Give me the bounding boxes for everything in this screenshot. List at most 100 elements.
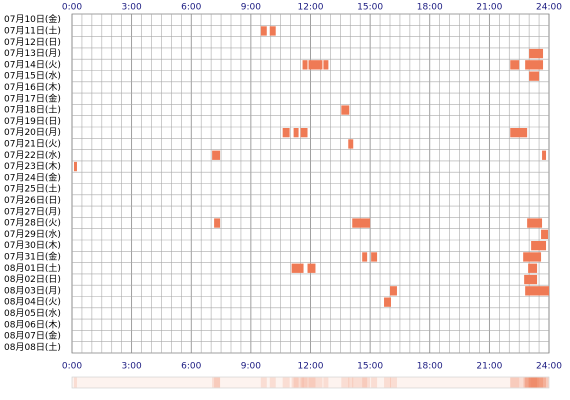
row-label: 07月13日(月) xyxy=(4,48,61,59)
activity-segment xyxy=(528,263,538,273)
row-label: 07月19日(日) xyxy=(4,116,61,127)
activity-segment xyxy=(525,60,544,70)
x-tick-label-top: 0:00 xyxy=(62,3,82,13)
row-label: 08月05日(水) xyxy=(4,307,61,319)
summary-segment xyxy=(308,377,323,388)
activity-segment xyxy=(214,218,221,228)
summary-segment xyxy=(214,377,221,388)
x-tick-label-bottom: 21:00 xyxy=(476,362,502,372)
activity-segment xyxy=(525,286,549,296)
summary-segment xyxy=(302,377,308,388)
x-tick-label-top: 9:00 xyxy=(241,3,261,13)
row-label: 07月30日(木) xyxy=(4,239,61,251)
x-tick-label-top: 6:00 xyxy=(181,3,201,13)
activity-segment xyxy=(510,128,528,138)
row-label: 08月03日(月) xyxy=(4,285,61,296)
activity-segment xyxy=(542,150,547,160)
row-label: 07月31日(金) xyxy=(4,250,61,262)
row-label: 07月11日(土) xyxy=(4,24,61,36)
row-label: 07月26日(日) xyxy=(4,195,61,206)
row-label: 07月16日(木) xyxy=(4,81,61,93)
summary-segment xyxy=(73,377,77,388)
x-tick-label-bottom: 18:00 xyxy=(417,362,443,372)
activity-segment xyxy=(307,263,316,273)
summary-segment xyxy=(300,377,308,388)
activity-segment xyxy=(269,26,276,36)
row-label: 07月27日(月) xyxy=(4,206,61,217)
summary-segment xyxy=(371,377,378,388)
activity-segment xyxy=(293,128,299,138)
summary-segment xyxy=(527,377,543,388)
x-tick-label-bottom: 3:00 xyxy=(122,362,142,372)
summary-segment xyxy=(525,377,549,388)
x-tick-label-bottom: 12:00 xyxy=(298,362,324,372)
row-label: 07月22日(水) xyxy=(4,149,61,161)
row-label: 07月21日(火) xyxy=(4,138,61,149)
summary-segment xyxy=(260,377,267,388)
activity-segment xyxy=(527,218,543,228)
row-label: 07月17日(金) xyxy=(4,92,61,104)
x-tick-label-top: 15:00 xyxy=(357,3,383,13)
row-label: 07月24日(金) xyxy=(4,171,61,183)
summary-segment xyxy=(291,377,304,388)
row-label: 08月08日(土) xyxy=(4,341,61,353)
x-tick-label-bottom: 9:00 xyxy=(241,362,261,372)
x-tick-label-bottom: 24:00 xyxy=(536,362,562,372)
row-label: 08月02日(日) xyxy=(4,274,61,285)
row-label: 07月20日(月) xyxy=(4,127,61,138)
activity-segment xyxy=(260,26,267,36)
summary-segment xyxy=(307,377,316,388)
x-tick-label-top: 12:00 xyxy=(298,3,324,13)
activity-segment xyxy=(510,60,520,70)
activity-segment xyxy=(212,150,221,160)
summary-segment xyxy=(212,377,221,388)
summary-segment xyxy=(293,377,299,388)
summary-segment xyxy=(362,377,368,388)
x-tick-label-top: 24:00 xyxy=(536,3,562,13)
summary-strip xyxy=(71,376,550,389)
row-label: 07月18日(土) xyxy=(4,104,61,116)
row-label: 07月12日(日) xyxy=(4,37,61,48)
summary-segment xyxy=(510,377,520,388)
activity-segment xyxy=(531,241,547,251)
row-label: 07月23日(木) xyxy=(4,160,61,172)
x-tick-label-bottom: 6:00 xyxy=(181,362,201,372)
summary-segment xyxy=(542,377,547,388)
row-label: 07月25日(土) xyxy=(4,183,61,195)
activity-segment xyxy=(300,128,308,138)
activity-segment xyxy=(291,263,304,273)
x-tick-label-bottom: 0:00 xyxy=(62,362,82,372)
summary-segment xyxy=(269,377,276,388)
summary-segment xyxy=(529,377,540,388)
summary-segment xyxy=(523,377,542,388)
x-tick-label-bottom: 15:00 xyxy=(357,362,383,372)
activity-segment xyxy=(348,139,354,149)
row-label: 07月28日(火) xyxy=(4,218,61,229)
summary-segment xyxy=(510,377,528,388)
summary-segment xyxy=(348,377,354,388)
summary-segment xyxy=(541,377,549,388)
activity-segment xyxy=(308,60,323,70)
summary-segment xyxy=(384,377,391,388)
x-tick-label-top: 21:00 xyxy=(476,3,502,13)
summary-segment xyxy=(524,377,538,388)
row-label: 07月29日(水) xyxy=(4,228,61,240)
activity-segment xyxy=(341,105,350,115)
row-label: 08月01日(土) xyxy=(4,262,61,274)
x-tick-label-top: 18:00 xyxy=(417,3,443,13)
summary-segment xyxy=(341,377,350,388)
summary-segment xyxy=(390,377,397,388)
activity-segment xyxy=(390,286,397,296)
activity-segment xyxy=(352,218,371,228)
activity-segment xyxy=(73,161,77,172)
summary-segment xyxy=(529,377,544,388)
summary-segment xyxy=(525,377,544,388)
activity-segment xyxy=(282,128,290,138)
activity-segment xyxy=(371,252,378,262)
row-label: 08月04日(火) xyxy=(4,297,61,308)
summary-segment xyxy=(528,377,538,388)
summary-segment xyxy=(282,377,290,388)
activity-segment xyxy=(384,297,391,307)
summary-segment xyxy=(323,377,329,388)
